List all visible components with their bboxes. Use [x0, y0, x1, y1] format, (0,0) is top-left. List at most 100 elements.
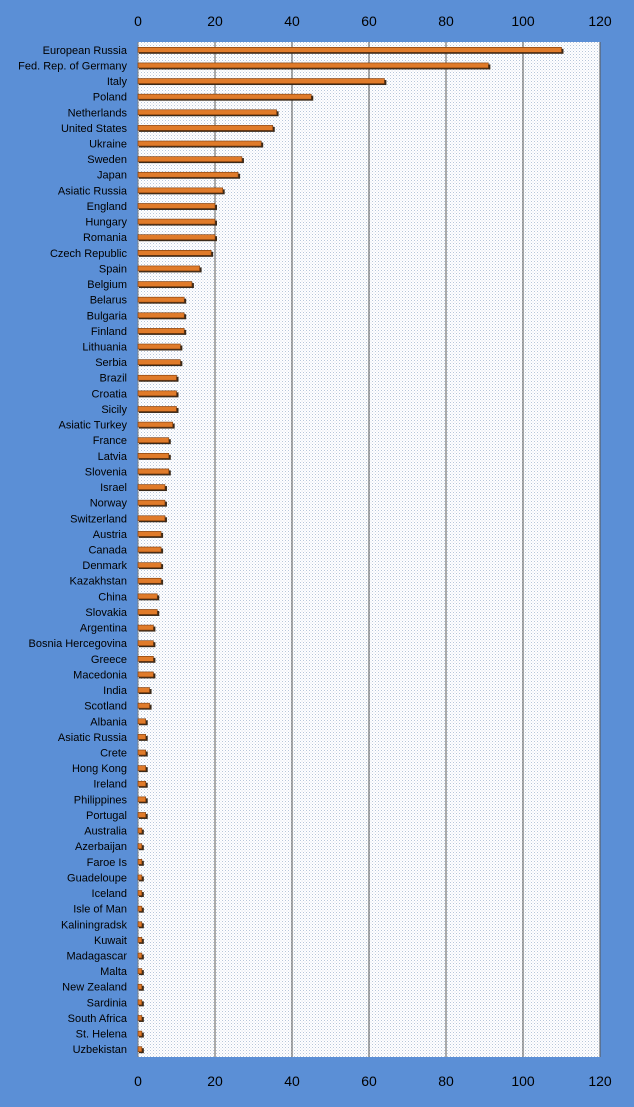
bar: [137, 983, 143, 990]
bar: [137, 827, 143, 834]
category-label: South Africa: [68, 1013, 128, 1025]
bar: [137, 905, 143, 912]
bar: [137, 499, 166, 506]
category-label: Kaliningradsk: [61, 919, 128, 931]
bar: [137, 593, 158, 600]
category-label: Macedonia: [73, 669, 128, 681]
bar: [137, 78, 385, 84]
category-label: New Zealand: [62, 982, 127, 994]
x-tick-top-label: 60: [361, 13, 377, 29]
bar: [137, 265, 200, 272]
category-label: Latvia: [98, 451, 128, 463]
bar: [137, 859, 143, 865]
category-label: Belgium: [87, 279, 127, 291]
x-tick-bottom-label: 60: [361, 1073, 377, 1089]
category-label: Argentina: [80, 623, 128, 635]
category-label: Poland: [93, 92, 127, 104]
category-label: Serbia: [95, 357, 128, 369]
category-label: Switzerland: [70, 513, 127, 525]
bar: [137, 1015, 143, 1021]
bar: [137, 1046, 143, 1052]
bar: [137, 687, 150, 693]
bar: [137, 734, 146, 740]
bar: [137, 780, 146, 787]
category-label: Japan: [97, 170, 127, 182]
bar: [137, 968, 143, 974]
category-label: Greece: [91, 654, 127, 666]
bar: [137, 312, 185, 319]
category-label: Canada: [88, 545, 127, 557]
x-tick-top-label: 20: [207, 13, 223, 29]
bar: [137, 187, 223, 194]
category-label: Croatia: [92, 388, 128, 400]
bar: [137, 562, 162, 568]
bar: [137, 1030, 143, 1037]
category-label: Scotland: [84, 701, 127, 713]
bar: [137, 890, 143, 896]
category-label: Netherlands: [68, 107, 128, 119]
category-label: Asiatic Turkey: [59, 420, 128, 432]
category-label: China: [98, 591, 128, 603]
bar: [137, 937, 143, 943]
bar: [137, 281, 193, 287]
bar: [137, 484, 166, 490]
bar: [137, 93, 312, 100]
category-label: Albania: [90, 716, 128, 728]
category-label: Israel: [100, 482, 127, 494]
x-tick-bottom-label: 120: [588, 1073, 612, 1089]
category-label: Bulgaria: [87, 310, 128, 322]
category-label: Sweden: [87, 154, 127, 166]
category-label: Norway: [90, 498, 128, 510]
gridlines: [137, 42, 601, 1057]
bar: [137, 156, 243, 162]
x-axis-bottom-ticks: 0 20 40 60 80 100 120: [134, 1073, 612, 1089]
bar: [137, 468, 170, 475]
category-label: Malta: [100, 966, 128, 978]
category-label: Fed. Rep. of Germany: [18, 60, 127, 72]
category-label: Slovakia: [85, 607, 127, 619]
bar: [137, 999, 143, 1006]
category-label: Azerbaijan: [75, 841, 127, 853]
bar: [137, 250, 212, 256]
category-label: Finland: [91, 326, 127, 338]
category-label: Ireland: [93, 779, 127, 791]
bar: [137, 296, 185, 303]
category-label: Slovenia: [85, 466, 128, 478]
category-label: St. Helena: [76, 1029, 128, 1041]
category-label: Asiatic Russia: [58, 185, 128, 197]
x-tick-bottom-label: 80: [438, 1073, 454, 1089]
category-label: Sicily: [101, 404, 127, 416]
bar: [137, 359, 181, 365]
category-label: Australia: [84, 826, 128, 838]
bar: [137, 671, 154, 678]
category-label: Austria: [93, 529, 128, 541]
x-tick-top-label: 100: [511, 13, 535, 29]
category-label: Portugal: [86, 810, 127, 822]
category-label: Ukraine: [89, 139, 127, 151]
category-label: Brazil: [99, 373, 127, 385]
category-label: India: [103, 685, 128, 697]
x-tick-bottom-label: 100: [511, 1073, 535, 1089]
category-label: Hungary: [85, 217, 127, 229]
bar: [137, 47, 562, 53]
category-label: Belarus: [90, 295, 128, 307]
bar: [137, 624, 154, 631]
category-label: Kuwait: [94, 935, 127, 947]
x-tick-bottom-label: 0: [134, 1073, 142, 1089]
x-axis-top-ticks: 0 20 40 60 80 100 120: [134, 13, 612, 29]
bar: [137, 62, 489, 69]
bar: [137, 656, 154, 662]
category-label: Iceland: [92, 888, 127, 900]
bar: [137, 952, 143, 959]
bar: [137, 218, 216, 225]
bar: [137, 437, 170, 443]
x-tick-top-label: 80: [438, 13, 454, 29]
category-label: England: [87, 201, 127, 213]
category-label: Madagascar: [66, 951, 127, 963]
category-label: Sardinia: [87, 997, 128, 1009]
bar: [137, 390, 177, 397]
bar: [137, 765, 146, 771]
bar: [137, 718, 146, 725]
x-tick-top-label: 120: [588, 13, 612, 29]
